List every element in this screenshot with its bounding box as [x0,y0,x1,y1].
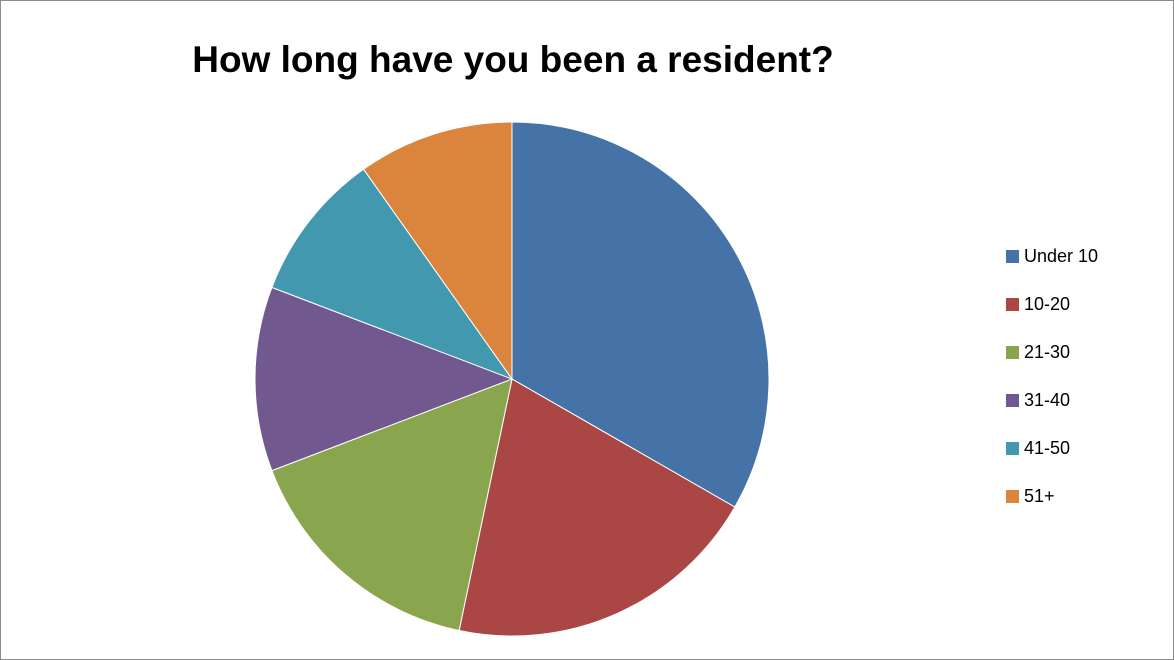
legend-swatch [1006,393,1019,407]
legend-item: 10-20 [1006,293,1166,315]
legend-swatch [1006,489,1019,503]
legend-label: 51+ [1024,485,1055,506]
legend-swatch [1006,249,1019,263]
legend-label: 31-40 [1024,389,1071,410]
legend-item: 21-30 [1006,341,1166,363]
pie-slice-31-40 [254,286,514,472]
legend-swatch [1006,441,1019,455]
pie-slice-51- [362,121,513,381]
legend-swatch [1006,345,1019,359]
legend-item: 41-50 [1006,437,1166,459]
legend-label: 10-20 [1024,293,1071,314]
pie-slice-21-30 [271,378,513,632]
legend: Under 10 10-20 21-30 31-40 41-50 51+ [1006,245,1166,533]
pie-slice-41-50 [271,168,514,381]
legend-swatch [1006,297,1019,311]
pie-slice-under-10 [511,121,770,508]
legend-item: 51+ [1006,485,1166,507]
legend-label: 41-50 [1024,437,1071,458]
legend-label: Under 10 [1024,245,1099,266]
chart-title: How long have you been a resident? [192,39,834,80]
legend-item: Under 10 [1006,245,1166,267]
pie-slice-10-20 [458,378,736,637]
legend-item: 31-40 [1006,389,1166,411]
pie-slices [254,121,770,637]
legend-label: 21-30 [1024,341,1071,362]
